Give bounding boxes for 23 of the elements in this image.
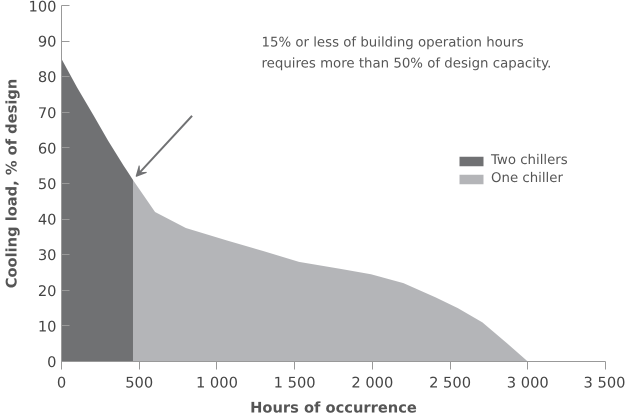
x-tick-label: 1 500 [274,374,316,392]
annotation: 15% or less of building operation hours requires more than 50% of design capacity. [262,36,552,72]
y-tick-label: 80 [38,69,57,86]
y-tick-label: 90 [38,34,57,51]
x-tick-label: 3 500 [584,374,625,392]
x-axis-title: Hours of occurrence [250,400,417,416]
legend-label: Two chillers [491,153,568,168]
x-tick-label: 3 000 [506,374,549,392]
legend-label: One chiller [491,171,563,186]
y-tick-label: 0 [47,354,57,371]
x-tick-label: 2 500 [429,374,472,392]
x-tick-label: 500 [125,374,154,392]
y-tick-label: 20 [38,282,57,300]
y-tick-label: 70 [38,104,57,122]
x-tick-label: 2 000 [351,374,394,392]
y-axis-title: Cooling load, % of design [4,78,21,288]
y-tick-label: 40 [38,212,57,229]
y-tick-label: 50 [38,176,57,193]
y-tick-label: 100 [28,0,57,16]
y-tick-label: 30 [38,247,57,264]
y-tick-label: 60 [38,140,57,158]
x-tick-label: 1 000 [196,374,238,392]
y-tick-label: 10 [38,318,57,336]
